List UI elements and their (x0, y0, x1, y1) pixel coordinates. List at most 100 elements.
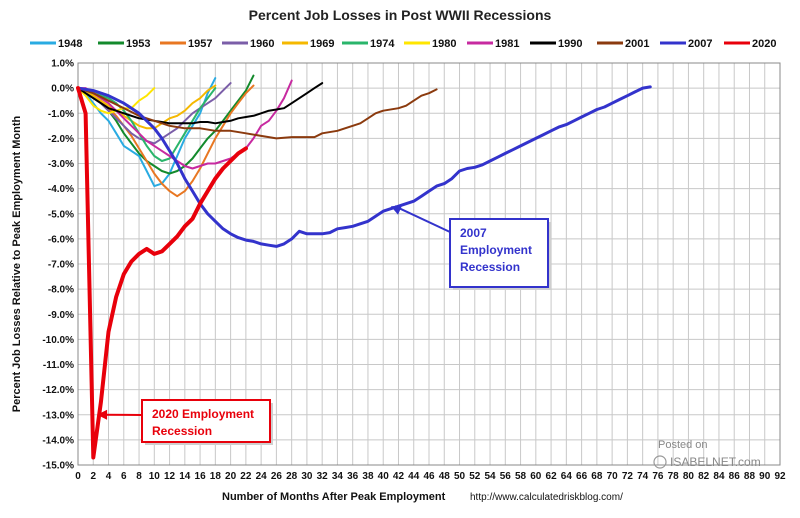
annotation-box (141, 399, 271, 443)
x-tick-label: 84 (713, 471, 725, 482)
x-tick-label: 92 (774, 471, 786, 482)
x-tick-label: 42 (393, 471, 405, 482)
legend-label-1960: 1960 (250, 38, 274, 50)
legend: 1948 1953 1957 1960 1969 1974 1980 1981 1990 2001… (30, 38, 776, 50)
x-tick-label: 34 (332, 471, 344, 482)
x-tick-label: 86 (729, 471, 741, 482)
plot-area-border (77, 62, 781, 466)
legend-label-2001: 2001 (625, 38, 649, 50)
annotation-text: 2007 (460, 226, 487, 240)
series-line-1990 (77, 82, 324, 125)
x-tick-label: 72 (622, 471, 634, 482)
series-line-2007 (76, 85, 652, 248)
y-tick-label: 1.0% (51, 59, 74, 70)
x-tick-label: 56 (500, 471, 512, 482)
y-tick-label: -4.0% (48, 184, 74, 195)
annotation-arrow-line (394, 205, 451, 233)
watermark-line1: Posted on (658, 439, 708, 451)
y-tick-label: -15.0% (42, 461, 74, 472)
x-tick-label: 54 (484, 471, 496, 482)
series-line-1969 (77, 84, 217, 130)
x-axis-ticks: 0 2 4 6 8 10 12 14 16 18 20 22 24 26 28 30 32 34 36 38 40 42 4… (75, 471, 786, 482)
x-tick-label: 50 (454, 471, 466, 482)
x-tick-label: 26 (271, 471, 283, 482)
x-tick-label: 22 (240, 471, 252, 482)
x-tick-label: 32 (317, 471, 329, 482)
series-line-2001 (77, 87, 438, 140)
x-tick-label: 44 (408, 471, 420, 482)
x-tick-label: 20 (225, 471, 237, 482)
y-axis-label: Percent Job Losses Relative to Peak Empl… (11, 115, 23, 412)
x-tick-label: 2 (90, 471, 96, 482)
x-tick-label: 60 (530, 471, 542, 482)
legend-label-1957: 1957 (188, 38, 212, 50)
x-axis-label: Number of Months After Peak Employment (222, 491, 446, 503)
x-tick-label: 14 (179, 471, 191, 482)
x-tick-label: 30 (301, 471, 313, 482)
x-tick-label: 90 (759, 471, 771, 482)
annotations: 2007 Employment Recession 2020 Employment Re… (97, 205, 551, 445)
x-tick-label: 52 (469, 471, 481, 482)
x-tick-label: 0 (75, 471, 81, 482)
legend-label-1969: 1969 (310, 38, 334, 50)
series-lines (76, 74, 652, 460)
annotation-text: 2020 Employment (152, 407, 254, 421)
x-tick-label: 82 (698, 471, 710, 482)
globe-icon (653, 455, 667, 469)
annotation-text: Employment (460, 243, 532, 257)
source-url: http://www.calculatedriskblog.com/ (470, 492, 623, 503)
x-tick-label: 66 (576, 471, 588, 482)
x-tick-label: 24 (256, 471, 268, 482)
legend-label-2007: 2007 (688, 38, 712, 50)
x-tick-label: 80 (683, 471, 695, 482)
y-tick-label: -9.0% (48, 310, 74, 321)
x-tick-label: 8 (136, 471, 142, 482)
y-tick-label: -7.0% (48, 260, 74, 271)
x-tick-label: 40 (378, 471, 390, 482)
series-line-1974 (77, 87, 217, 162)
x-tick-label: 10 (149, 471, 161, 482)
x-tick-label: 64 (561, 471, 573, 482)
x-tick-label: 48 (439, 471, 451, 482)
y-tick-label: -13.0% (42, 410, 74, 421)
legend-label-1980: 1980 (432, 38, 456, 50)
x-tick-label: 38 (362, 471, 374, 482)
x-tick-label: 68 (591, 471, 603, 482)
x-tick-label: 88 (744, 471, 756, 482)
y-tick-label: -6.0% (48, 234, 74, 245)
y-tick-label: -10.0% (42, 335, 74, 346)
x-tick-label: 74 (637, 471, 649, 482)
series-line-1948 (77, 77, 217, 188)
x-tick-label: 18 (210, 471, 222, 482)
annotation-box (449, 218, 549, 288)
y-tick-label: -12.0% (42, 385, 74, 396)
x-tick-label: 46 (423, 471, 435, 482)
x-tick-label: 76 (652, 471, 664, 482)
annotation-arrow-head (97, 409, 108, 420)
x-tick-label: 58 (515, 471, 527, 482)
x-tick-label: 12 (164, 471, 176, 482)
legend-label-1981: 1981 (495, 38, 519, 50)
x-tick-label: 6 (121, 471, 127, 482)
x-tick-label: 78 (668, 471, 680, 482)
y-tick-label: 0.0% (51, 84, 74, 95)
y-tick-label: -2.0% (48, 134, 74, 145)
chart-title: Percent Job Losses in Post WWII Recessio… (249, 7, 552, 23)
y-tick-label: -1.0% (48, 109, 74, 120)
legend-label-1953: 1953 (126, 38, 150, 50)
x-tick-label: 36 (347, 471, 359, 482)
y-axis-ticks: 1.0% 0.0% -1.0% -2.0% -3.0% -4.0% -5.0% -6.0% -7… (42, 59, 74, 472)
x-tick-label: 28 (286, 471, 298, 482)
y-tick-label: -5.0% (48, 209, 74, 220)
y-tick-label: -8.0% (48, 285, 74, 296)
annotation-text: Recession (152, 424, 212, 438)
annotation-text: Recession (460, 260, 520, 274)
x-tick-label: 4 (106, 471, 112, 482)
series-line-2020 (76, 86, 248, 460)
legend-label-2020: 2020 (752, 38, 776, 50)
legend-label-1974: 1974 (370, 38, 395, 50)
watermark: Posted on ISABELNET.com (653, 439, 761, 469)
y-tick-label: -14.0% (42, 435, 74, 446)
y-tick-label: -3.0% (48, 159, 74, 170)
